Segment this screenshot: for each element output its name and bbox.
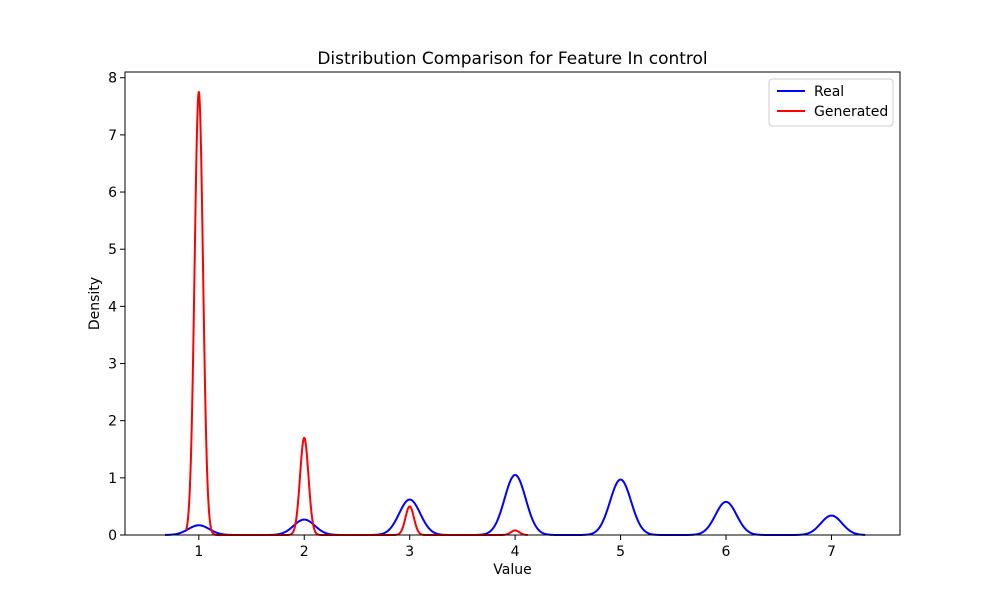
x-tick-label: 1 (194, 544, 203, 560)
x-axis-label: Value (493, 562, 531, 578)
y-tick-label: 2 (108, 414, 117, 430)
series-line-real (164, 473, 866, 536)
plot-frame (124, 71, 901, 536)
x-tick-label: 6 (722, 544, 731, 560)
legend-label-generated: Generated (814, 104, 888, 120)
legend: Real Generated (768, 78, 894, 127)
x-tick-label: 5 (616, 544, 625, 560)
y-tick-label: 3 (108, 357, 117, 373)
y-tick-label: 5 (108, 242, 117, 258)
y-tick-label: 4 (108, 299, 117, 315)
y-tick-label: 0 (108, 528, 117, 544)
y-tick-label: 1 (108, 471, 117, 487)
y-tick-label: 8 (108, 71, 117, 87)
x-tick-label: 2 (300, 544, 309, 560)
y-tick-label: 6 (108, 185, 117, 201)
x-tick-label: 3 (405, 544, 414, 560)
chart-title: Distribution Comparison for Feature In c… (317, 49, 707, 69)
y-axis-label: Density (87, 277, 103, 330)
y-tick-label: 7 (108, 128, 117, 144)
legend-label-real: Real (814, 84, 844, 100)
y-axis: 0 1 2 3 4 5 6 7 8 (108, 71, 125, 544)
x-tick-label: 7 (827, 544, 836, 560)
x-axis: 1 2 3 4 5 6 7 (194, 535, 836, 560)
x-tick-label: 4 (511, 544, 520, 560)
